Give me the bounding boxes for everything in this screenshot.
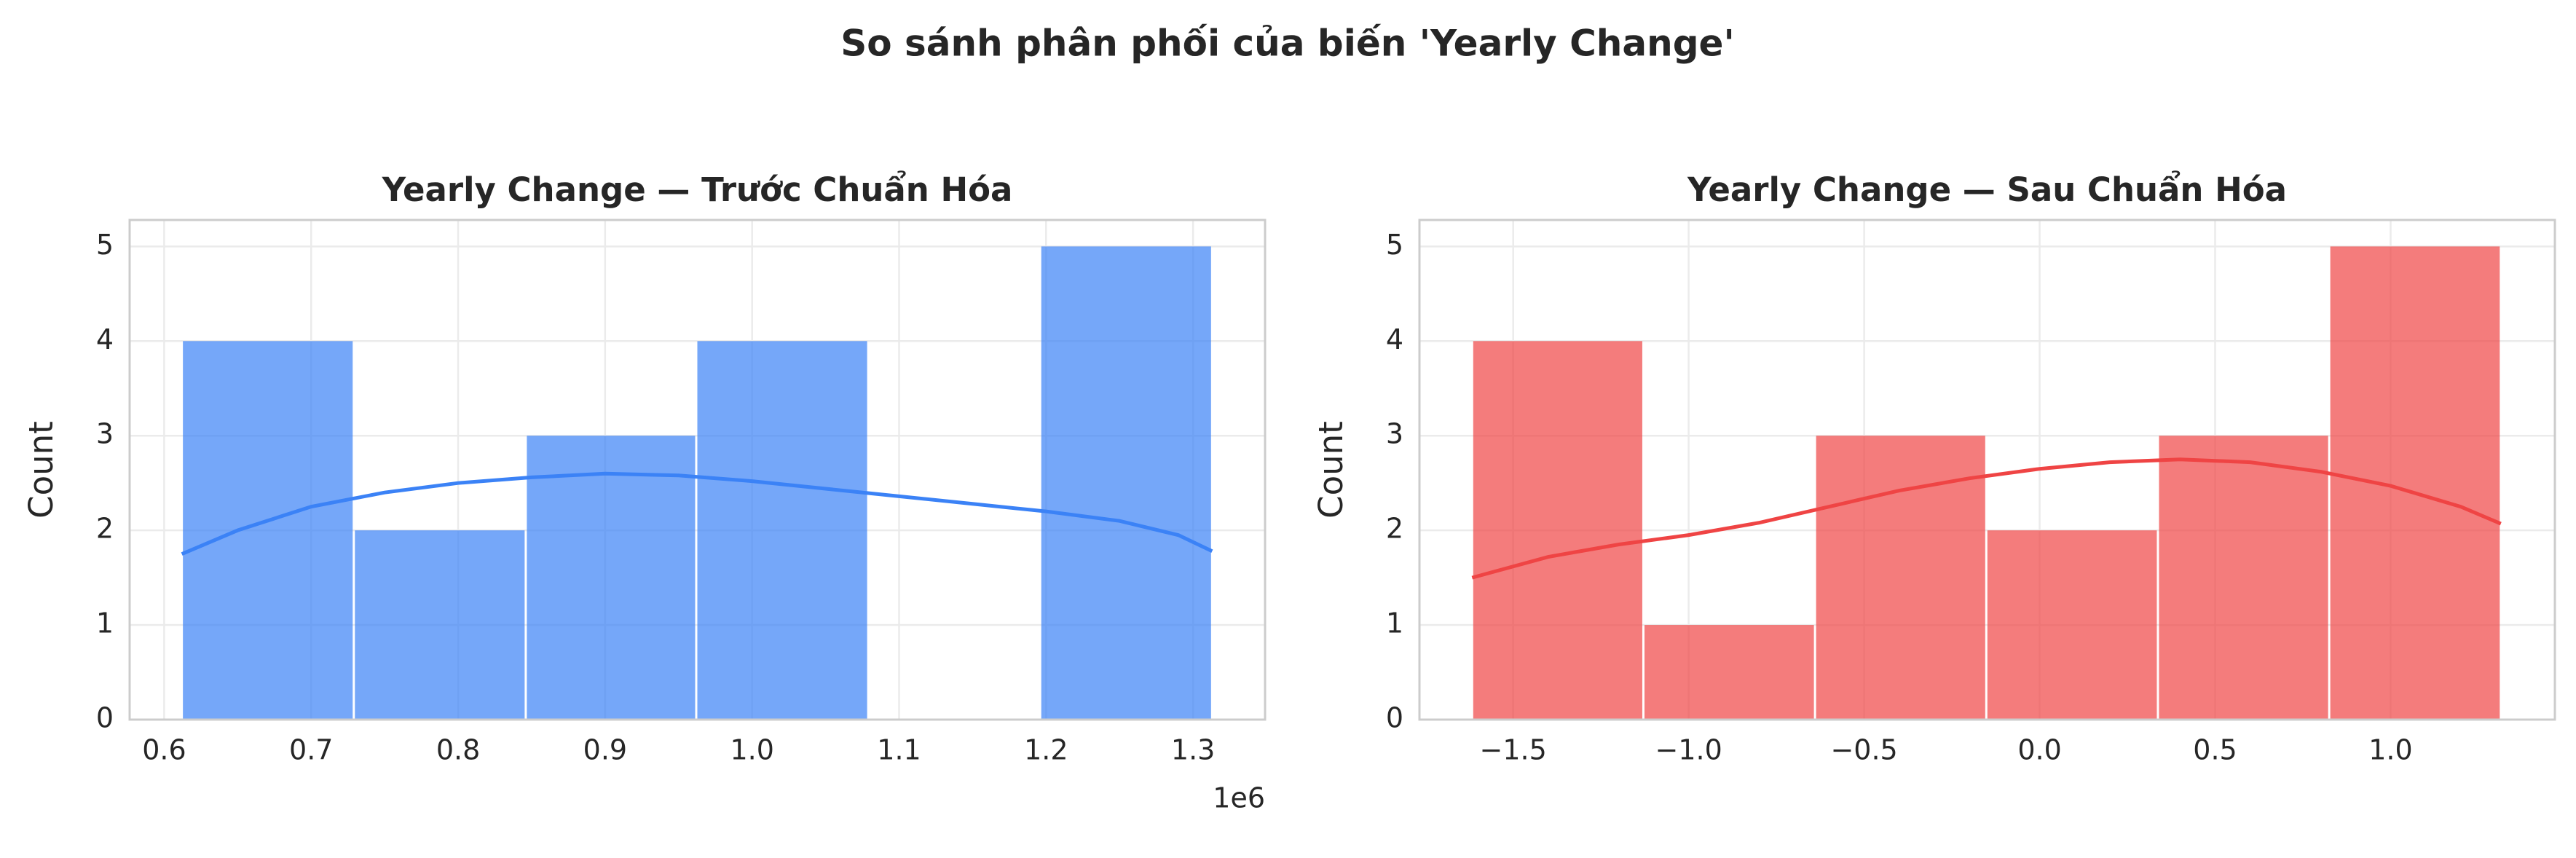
y-tick-label: 2 [1386, 513, 1403, 545]
y-tick-label: 5 [1386, 229, 1403, 261]
x-tick-label: 0.6 [142, 734, 186, 766]
bar [2159, 436, 2328, 720]
bar [1816, 436, 1985, 720]
y-tick-label: 1 [1386, 607, 1403, 639]
x-tick-label: 0.7 [289, 734, 333, 766]
x-tick-label: 1.2 [1024, 734, 1068, 766]
axes-title: Yearly Change — Trước Chuẩn Hóa [382, 170, 1013, 209]
y-tick-label: 4 [96, 323, 114, 355]
x-tick-label: 1.0 [2368, 734, 2412, 766]
bar [527, 436, 696, 720]
y-tick-label: 1 [96, 607, 114, 639]
y-axis-label: Count [22, 421, 60, 519]
bar [697, 341, 867, 720]
x-tick-label: 1.0 [730, 734, 773, 766]
x-tick-label: 0.5 [2193, 734, 2237, 766]
axes-title: Yearly Change — Sau Chuẩn Hóa [1687, 170, 2287, 209]
bar [183, 341, 353, 720]
figure-title: So sánh phân phối của biến 'Yearly Chang… [840, 23, 1735, 65]
x-tick-label: −1.5 [1480, 734, 1547, 766]
axes-frame [128, 219, 1267, 721]
x-tick-label: −0.5 [1830, 734, 1897, 766]
y-tick-label: 0 [96, 702, 114, 734]
y-tick-label: 2 [96, 513, 114, 545]
x-tick-label: 1.3 [1171, 734, 1215, 766]
y-tick-label: 5 [96, 229, 114, 261]
y-axis-label: Count [1312, 421, 1350, 519]
y-tick-label: 0 [1386, 702, 1403, 734]
y-tick-label: 4 [1386, 323, 1403, 355]
bar [2330, 246, 2500, 720]
x-tick-label: 0.8 [436, 734, 480, 766]
x-tick-label: 1.1 [877, 734, 921, 766]
bar [1041, 246, 1211, 720]
bar [1644, 625, 1814, 720]
bar [1473, 341, 1642, 720]
y-tick-label: 3 [1386, 418, 1403, 450]
offset-label: 1e6 [1213, 782, 1265, 814]
kde-line [1471, 457, 2502, 580]
bar [355, 530, 525, 720]
x-tick-label: 0.9 [583, 734, 627, 766]
axes-frame [1418, 219, 2556, 721]
bar [1987, 530, 2157, 720]
kde-line [181, 471, 1213, 556]
x-tick-label: −1.0 [1655, 734, 1722, 766]
y-tick-label: 3 [96, 418, 114, 450]
x-tick-label: 0.0 [2017, 734, 2061, 766]
